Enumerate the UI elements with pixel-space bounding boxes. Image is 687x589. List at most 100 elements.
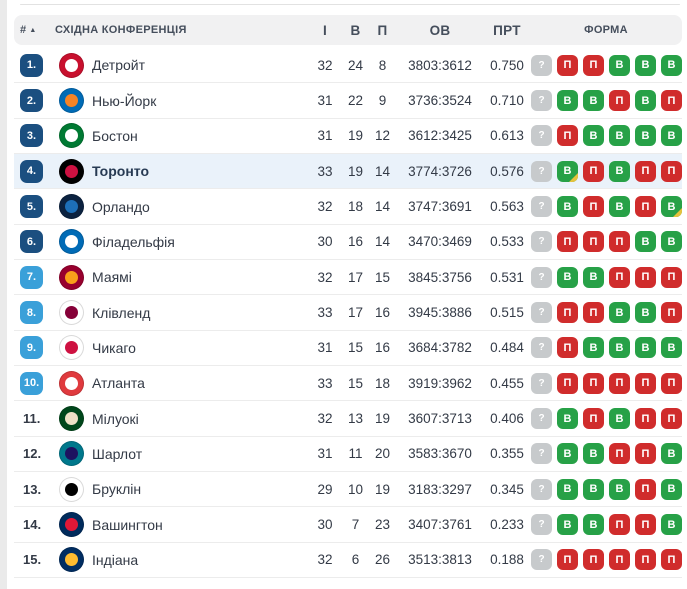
form-badge-loss[interactable]: П bbox=[661, 372, 682, 394]
form-badge-win[interactable]: В bbox=[609, 408, 630, 430]
form-badge-loss[interactable]: П bbox=[635, 266, 656, 288]
team-name[interactable]: Клівленд bbox=[92, 304, 151, 321]
form-badge-loss[interactable]: П bbox=[557, 372, 578, 394]
form-badge-win[interactable]: В bbox=[557, 514, 578, 536]
form-badge-loss[interactable]: П bbox=[635, 160, 656, 182]
table-row[interactable]: 5. Орландо 32 18 14 3747:3691 0.563 ? В П В… bbox=[14, 189, 682, 225]
form-badge-win[interactable]: В bbox=[609, 337, 630, 359]
form-badge-win[interactable]: В bbox=[583, 443, 604, 465]
form-badge-loss[interactable]: П bbox=[609, 266, 630, 288]
form-badge-loss[interactable]: П bbox=[557, 302, 578, 324]
form-badge-unknown[interactable]: ? bbox=[531, 514, 552, 536]
table-row[interactable]: 11. Мілуокі 32 13 19 3607:3713 0.406 ? В П… bbox=[14, 401, 682, 437]
form-badge-loss[interactable]: П bbox=[635, 408, 656, 430]
form-badge-loss[interactable]: П bbox=[583, 160, 604, 182]
form-badge-loss[interactable]: П bbox=[557, 231, 578, 253]
form-badge-win[interactable]: В bbox=[661, 478, 682, 500]
form-badge-win[interactable]: В bbox=[635, 302, 656, 324]
form-badge-win-overtime[interactable]: В bbox=[557, 160, 578, 182]
table-row[interactable]: 9. Чикаго 31 15 16 3684:3782 0.484 ? П В В В… bbox=[14, 330, 682, 367]
form-badge-win[interactable]: В bbox=[557, 90, 578, 112]
form-badge-loss[interactable]: П bbox=[609, 372, 630, 394]
form-badge-win[interactable]: В bbox=[583, 478, 604, 500]
team-name[interactable]: Нью-Йорк bbox=[92, 92, 157, 109]
form-badge-loss[interactable]: П bbox=[609, 514, 630, 536]
form-badge-win[interactable]: В bbox=[557, 266, 578, 288]
form-badge-win[interactable]: В bbox=[557, 443, 578, 465]
form-badge-win[interactable]: В bbox=[557, 408, 578, 430]
form-badge-loss[interactable]: П bbox=[635, 549, 656, 571]
table-row[interactable]: 2. Нью-Йорк 31 22 9 3736:3524 0.710 ? В В П… bbox=[14, 83, 682, 119]
form-badge-win[interactable]: В bbox=[609, 125, 630, 147]
form-badge-loss[interactable]: П bbox=[557, 54, 578, 76]
table-row[interactable]: 14. Вашингтон 30 7 23 3407:3761 0.233 ? В… bbox=[14, 507, 682, 543]
form-badge-win[interactable]: В bbox=[635, 125, 656, 147]
team-name[interactable]: Бостон bbox=[92, 127, 138, 144]
form-badge-win[interactable]: В bbox=[635, 54, 656, 76]
team-name[interactable]: Мілуокі bbox=[92, 410, 139, 427]
form-badge-win[interactable]: В bbox=[635, 337, 656, 359]
form-badge-win[interactable]: В bbox=[635, 231, 656, 253]
team-name[interactable]: Вашингтон bbox=[92, 516, 163, 533]
form-badge-unknown[interactable]: ? bbox=[531, 231, 552, 253]
table-row[interactable]: 8. Клівленд 33 17 16 3945:3886 0.515 ? П П… bbox=[14, 295, 682, 331]
form-badge-win[interactable]: В bbox=[661, 54, 682, 76]
form-badge-loss[interactable]: П bbox=[609, 443, 630, 465]
table-row[interactable]: 1. Детройт 32 24 8 3803:3612 0.750 ? П П В В… bbox=[14, 48, 682, 84]
form-badge-loss[interactable]: П bbox=[609, 90, 630, 112]
form-badge-unknown[interactable]: ? bbox=[531, 337, 552, 359]
form-badge-win[interactable]: В bbox=[609, 196, 630, 218]
form-badge-unknown[interactable]: ? bbox=[531, 478, 552, 500]
form-badge-loss[interactable]: П bbox=[609, 549, 630, 571]
form-badge-loss[interactable]: П bbox=[557, 125, 578, 147]
form-badge-loss[interactable]: П bbox=[661, 90, 682, 112]
form-badge-loss[interactable]: П bbox=[583, 302, 604, 324]
form-badge-loss[interactable]: П bbox=[583, 408, 604, 430]
form-badge-loss[interactable]: П bbox=[583, 231, 604, 253]
form-badge-loss[interactable]: П bbox=[661, 160, 682, 182]
form-badge-win[interactable]: В bbox=[583, 337, 604, 359]
form-badge-win[interactable]: В bbox=[583, 266, 604, 288]
table-row[interactable]: 12. Шарлот 31 11 20 3583:3670 0.355 ? В В П… bbox=[14, 436, 682, 473]
form-badge-loss[interactable]: П bbox=[661, 549, 682, 571]
form-badge-unknown[interactable]: ? bbox=[531, 160, 552, 182]
form-badge-win[interactable]: В bbox=[557, 196, 578, 218]
form-badge-loss[interactable]: П bbox=[609, 231, 630, 253]
form-badge-win[interactable]: В bbox=[609, 478, 630, 500]
form-badge-win[interactable]: В bbox=[661, 125, 682, 147]
table-row[interactable]: 13. Бруклін 29 10 19 3183:3297 0.345 ? В В… bbox=[14, 472, 682, 508]
team-name[interactable]: Детройт bbox=[92, 57, 146, 74]
table-row[interactable]: 4. Торонто 33 19 14 3774:3726 0.576 ? В П В… bbox=[14, 154, 682, 190]
form-badge-win[interactable]: В bbox=[609, 160, 630, 182]
form-badge-win[interactable]: В bbox=[661, 231, 682, 253]
form-badge-win[interactable]: В bbox=[583, 90, 604, 112]
team-name[interactable]: Орландо bbox=[92, 198, 150, 215]
form-badge-unknown[interactable]: ? bbox=[531, 408, 552, 430]
form-badge-unknown[interactable]: ? bbox=[531, 302, 552, 324]
team-name[interactable]: Шарлот bbox=[92, 445, 143, 462]
form-badge-unknown[interactable]: ? bbox=[531, 549, 552, 571]
form-badge-unknown[interactable]: ? bbox=[531, 90, 552, 112]
form-badge-win[interactable]: В bbox=[609, 302, 630, 324]
form-badge-unknown[interactable]: ? bbox=[531, 196, 552, 218]
form-badge-win[interactable]: В bbox=[557, 478, 578, 500]
form-badge-unknown[interactable]: ? bbox=[531, 125, 552, 147]
form-badge-loss[interactable]: П bbox=[635, 443, 656, 465]
form-badge-win[interactable]: В bbox=[661, 443, 682, 465]
form-badge-win[interactable]: В bbox=[635, 90, 656, 112]
form-badge-win[interactable]: В bbox=[583, 125, 604, 147]
form-badge-loss[interactable]: П bbox=[661, 408, 682, 430]
team-name[interactable]: Бруклін bbox=[92, 481, 142, 498]
form-badge-loss[interactable]: П bbox=[583, 549, 604, 571]
table-row[interactable]: 7. Маямі 32 17 15 3845:3756 0.531 ? В В П П П bbox=[14, 260, 682, 296]
form-badge-loss[interactable]: П bbox=[557, 337, 578, 359]
form-badge-unknown[interactable]: ? bbox=[531, 54, 552, 76]
team-name[interactable]: Торонто bbox=[92, 163, 150, 180]
team-name[interactable]: Атланта bbox=[92, 375, 145, 392]
table-row[interactable]: 3. Бостон 31 19 12 3612:3425 0.613 ? П В В В… bbox=[14, 118, 682, 155]
team-name[interactable]: Індіана bbox=[92, 551, 139, 568]
form-badge-loss[interactable]: П bbox=[583, 196, 604, 218]
form-badge-unknown[interactable]: ? bbox=[531, 443, 552, 465]
form-badge-unknown[interactable]: ? bbox=[531, 372, 552, 394]
form-badge-win[interactable]: В bbox=[661, 514, 682, 536]
